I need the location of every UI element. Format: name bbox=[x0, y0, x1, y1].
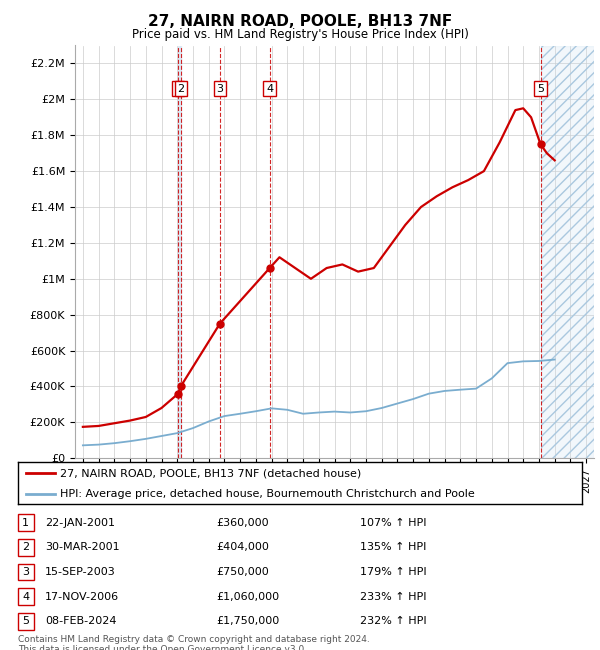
Text: 179% ↑ HPI: 179% ↑ HPI bbox=[360, 567, 427, 577]
Text: HPI: Average price, detached house, Bournemouth Christchurch and Poole: HPI: Average price, detached house, Bour… bbox=[60, 489, 475, 499]
Bar bbox=[541, 46, 594, 458]
Text: £404,000: £404,000 bbox=[216, 542, 269, 552]
Text: 15-SEP-2003: 15-SEP-2003 bbox=[45, 567, 116, 577]
Text: 27, NAIRN ROAD, POOLE, BH13 7NF (detached house): 27, NAIRN ROAD, POOLE, BH13 7NF (detache… bbox=[60, 469, 362, 478]
Text: 08-FEB-2024: 08-FEB-2024 bbox=[45, 616, 116, 627]
Text: 1: 1 bbox=[22, 517, 29, 528]
Text: 2: 2 bbox=[178, 84, 185, 94]
Text: 22-JAN-2001: 22-JAN-2001 bbox=[45, 517, 115, 528]
Text: 4: 4 bbox=[266, 84, 273, 94]
Text: 17-NOV-2006: 17-NOV-2006 bbox=[45, 592, 119, 602]
Bar bbox=[178, 46, 181, 458]
Text: £360,000: £360,000 bbox=[216, 517, 269, 528]
Text: 27, NAIRN ROAD, POOLE, BH13 7NF: 27, NAIRN ROAD, POOLE, BH13 7NF bbox=[148, 14, 452, 29]
Text: 2: 2 bbox=[22, 542, 29, 552]
Text: £1,750,000: £1,750,000 bbox=[216, 616, 279, 627]
Text: 5: 5 bbox=[537, 84, 544, 94]
Text: 4: 4 bbox=[22, 592, 29, 602]
Text: Contains HM Land Registry data © Crown copyright and database right 2024.
This d: Contains HM Land Registry data © Crown c… bbox=[18, 635, 370, 650]
Text: 233% ↑ HPI: 233% ↑ HPI bbox=[360, 592, 427, 602]
Text: 1: 1 bbox=[175, 84, 182, 94]
Text: 5: 5 bbox=[22, 616, 29, 627]
Bar bbox=[541, 46, 594, 458]
Text: 135% ↑ HPI: 135% ↑ HPI bbox=[360, 542, 427, 552]
Text: 3: 3 bbox=[22, 567, 29, 577]
Text: £750,000: £750,000 bbox=[216, 567, 269, 577]
Text: £1,060,000: £1,060,000 bbox=[216, 592, 279, 602]
Text: 107% ↑ HPI: 107% ↑ HPI bbox=[360, 517, 427, 528]
Text: Price paid vs. HM Land Registry's House Price Index (HPI): Price paid vs. HM Land Registry's House … bbox=[131, 28, 469, 41]
Text: 30-MAR-2001: 30-MAR-2001 bbox=[45, 542, 119, 552]
Text: 232% ↑ HPI: 232% ↑ HPI bbox=[360, 616, 427, 627]
Text: 3: 3 bbox=[217, 84, 223, 94]
